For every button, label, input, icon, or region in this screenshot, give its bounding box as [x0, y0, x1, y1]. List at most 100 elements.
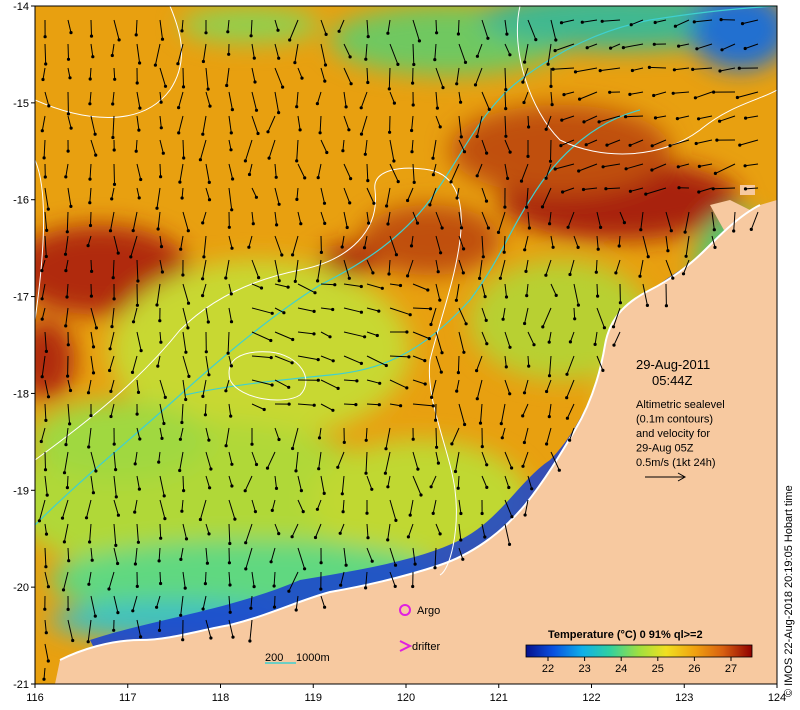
velocity-arrow — [389, 163, 399, 182]
velocity-arrow-head — [60, 516, 65, 520]
map-date: 29-Aug-2011 — [636, 357, 710, 372]
velocity-arrow-head — [209, 636, 213, 640]
velocity-arrow — [435, 259, 439, 272]
velocity-arrow-head — [204, 350, 208, 354]
velocity-arrow-head — [93, 614, 97, 618]
velocity-arrow — [274, 427, 280, 440]
velocity-arrow-head — [359, 284, 363, 289]
velocity-arrow-head — [341, 149, 345, 153]
velocity-arrow — [481, 307, 487, 321]
velocity-arrow — [525, 259, 529, 272]
velocity-arrow-head — [478, 421, 483, 425]
velocity-arrow — [316, 91, 322, 104]
velocity-arrow — [251, 43, 255, 59]
velocity-arrow-head — [429, 322, 433, 327]
velocity-arrow — [88, 571, 92, 585]
velocity-arrow-head — [441, 86, 445, 90]
drifter-symbol — [399, 640, 413, 652]
velocity-arrow — [457, 355, 460, 373]
velocity-arrow — [715, 163, 736, 174]
velocity-arrow-head — [179, 557, 183, 562]
velocity-arrow — [319, 115, 322, 133]
velocity-arrow — [136, 187, 140, 199]
velocity-arrow-head — [341, 510, 345, 514]
velocity-arrow-head — [523, 248, 527, 252]
velocity-arrow-head — [71, 638, 75, 643]
velocity-arrow — [412, 163, 415, 183]
velocity-arrow-head — [316, 176, 320, 180]
velocity-arrow-head — [135, 303, 139, 307]
velocity-arrow-head — [201, 221, 205, 225]
velocity-arrow — [136, 619, 142, 638]
velocity-arrow-head — [639, 228, 643, 232]
velocity-arrow — [292, 235, 299, 256]
velocity-arrow-head — [364, 471, 368, 475]
velocity-arrow-head — [523, 321, 527, 326]
velocity-arrow — [677, 115, 690, 120]
velocity-arrow-head — [459, 538, 463, 542]
velocity-arrow-head — [87, 582, 91, 586]
velocity-arrow-head — [508, 392, 512, 396]
velocity-arrow-head — [502, 250, 506, 254]
velocity-arrow — [522, 67, 529, 83]
velocity-arrow — [320, 307, 333, 310]
velocity-arrow — [503, 235, 506, 253]
velocity-arrow-head — [386, 31, 390, 35]
velocity-arrow-head — [348, 55, 352, 59]
velocity-arrow-head — [184, 537, 189, 541]
velocity-arrow — [554, 43, 575, 52]
velocity-arrow — [157, 211, 161, 230]
velocity-arrow — [560, 139, 575, 147]
velocity-arrow — [110, 379, 115, 392]
velocity-arrow-head — [247, 245, 251, 249]
velocity-arrow-head — [183, 586, 187, 590]
velocity-arrow-head — [359, 361, 363, 365]
x-tick-label: 121 — [490, 692, 508, 704]
velocity-arrow-head — [594, 270, 598, 274]
velocity-arrow — [504, 451, 513, 469]
velocity-arrow — [562, 187, 575, 193]
velocity-arrow — [569, 259, 575, 275]
velocity-arrow — [90, 43, 94, 57]
velocity-arrow-head — [94, 153, 98, 157]
velocity-arrow-head — [89, 414, 93, 418]
velocity-arrow-head — [162, 421, 166, 426]
velocity-arrow — [179, 427, 184, 440]
velocity-arrow-head — [184, 350, 188, 354]
velocity-arrow-head — [111, 102, 115, 106]
colorbar-tick-label: 27 — [725, 663, 737, 675]
velocity-arrow — [291, 523, 299, 537]
velocity-arrow — [158, 451, 161, 463]
velocity-arrow-head — [568, 340, 573, 344]
velocity-arrow-head — [396, 62, 400, 66]
velocity-arrow-head — [319, 250, 323, 254]
velocity-arrow — [270, 547, 276, 562]
velocity-arrow-head — [681, 272, 686, 276]
velocity-arrow — [613, 331, 621, 346]
velocity-arrow — [159, 403, 165, 424]
velocity-arrow-head — [229, 148, 233, 152]
velocity-arrow-head — [522, 440, 527, 445]
velocity-arrow-head — [178, 180, 182, 184]
velocity-arrow — [618, 235, 621, 247]
velocity-arrow — [274, 307, 285, 314]
velocity-arrow-head — [291, 337, 295, 342]
velocity-arrow — [407, 523, 414, 538]
velocity-arrow — [204, 571, 207, 584]
velocity-arrow-head — [459, 135, 463, 139]
velocity-arrow-head — [178, 468, 182, 473]
velocity-arrow — [342, 499, 345, 512]
velocity-arrow-head — [399, 404, 403, 408]
velocity-arrow-head — [365, 511, 369, 515]
velocity-arrow-head — [605, 143, 609, 147]
velocity-arrow — [318, 451, 322, 469]
velocity-arrow-head — [561, 190, 565, 194]
velocity-arrow — [547, 43, 552, 65]
velocity-arrow-head — [524, 269, 528, 273]
velocity-arrow-head — [253, 80, 257, 84]
velocity-arrow — [458, 547, 464, 560]
velocity-arrow — [412, 331, 430, 340]
velocity-arrow — [361, 115, 368, 135]
velocity-arrow — [134, 499, 138, 513]
velocity-arrow-head — [224, 444, 228, 448]
